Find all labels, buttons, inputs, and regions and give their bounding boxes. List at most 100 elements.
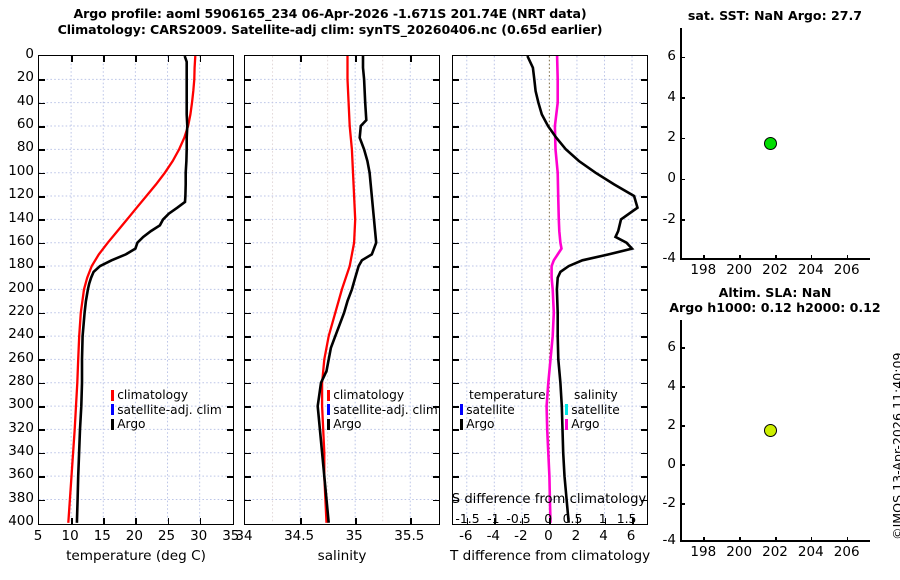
- salinity-argo-curve: [316, 56, 378, 523]
- y-tick: [453, 79, 459, 81]
- temperature-x-tick-label: 5: [33, 528, 43, 544]
- depth-tick-label: 400: [8, 512, 34, 529]
- temperature-axis-title: temperature (deg C): [66, 548, 206, 564]
- sst-map-x-label: 202: [762, 262, 788, 278]
- map-x-tick: [846, 255, 849, 260]
- temperature-x-tick-label: 25: [157, 528, 176, 544]
- y-tick-right: [433, 336, 439, 338]
- depth-tick-label: 180: [8, 256, 34, 273]
- y-tick: [245, 429, 251, 431]
- sla-map-panel: [680, 320, 870, 542]
- map-x-tick: [775, 537, 777, 542]
- legend-item: Argo: [111, 417, 222, 432]
- temperature-climatology-curve: [67, 55, 197, 523]
- y-tick: [453, 289, 459, 291]
- map-y-tick: [680, 137, 685, 140]
- depth-tick-label: 260: [8, 349, 34, 366]
- x-tick: [167, 518, 170, 524]
- y-tick: [245, 102, 251, 105]
- legend-label: satellite-adj. clim: [333, 402, 438, 417]
- sst-map-x-label: 198: [690, 262, 717, 278]
- legend-swatch-climatology: [327, 389, 331, 401]
- map-y-tick: [680, 540, 685, 542]
- x-tick: [135, 518, 137, 524]
- y-tick-right: [433, 196, 439, 198]
- sla-map-y-axis: [680, 320, 682, 542]
- sst-map-y-label: 0: [667, 170, 676, 187]
- y-tick: [453, 312, 459, 315]
- y-tick: [39, 289, 45, 291]
- map-x-tick: [775, 255, 777, 260]
- depth-tick-label: 140: [8, 209, 34, 226]
- s-diff-tick-label: 1: [598, 511, 607, 526]
- y-tick-right: [227, 312, 233, 315]
- y-tick: [245, 79, 251, 81]
- legend-label: Argo: [333, 417, 362, 432]
- y-tick: [453, 452, 459, 455]
- y-tick-right: [433, 499, 439, 502]
- sst-map-x-label: 204: [797, 262, 824, 278]
- temperature-x-tick-label: 15: [93, 528, 111, 544]
- legend-item: Argo: [460, 417, 546, 432]
- depth-tick-label: 340: [8, 442, 34, 459]
- legend-item: Argo: [565, 417, 620, 432]
- y-tick: [245, 336, 251, 338]
- sst-map-y-label: 2: [667, 129, 676, 146]
- sst-argo-position-marker[interactable]: [763, 136, 777, 150]
- y-tick: [453, 196, 459, 198]
- x-tick-top: [410, 56, 412, 62]
- y-tick-right: [641, 312, 647, 315]
- salinity-axis-title: salinity: [317, 548, 367, 564]
- y-tick: [453, 219, 459, 221]
- map-y-tick: [680, 97, 685, 99]
- sla-argo-position-marker[interactable]: [763, 423, 777, 437]
- x-tick-top: [199, 56, 202, 62]
- y-tick: [39, 219, 45, 221]
- y-tick-right: [641, 289, 647, 291]
- copyright-timestamp: ©IMOS 13-Apr-2026 11:40:09: [890, 352, 900, 540]
- depth-tick-label: 200: [8, 279, 34, 296]
- y-tick: [245, 359, 251, 361]
- y-tick: [245, 452, 251, 455]
- y-tick-right: [433, 429, 439, 431]
- y-tick: [245, 266, 251, 268]
- y-tick: [39, 359, 45, 361]
- temperature-x-tick-label: 10: [61, 528, 79, 544]
- y-tick: [245, 499, 251, 502]
- y-tick: [245, 242, 251, 245]
- y-tick-right: [433, 476, 439, 478]
- y-tick-right: [227, 126, 233, 128]
- s-diff-tick-label: 1.5: [616, 511, 637, 526]
- x-tick: [71, 518, 73, 524]
- salinity-x-tick-label: 35: [345, 528, 363, 544]
- map-y-tick: [680, 386, 685, 388]
- map-y-tick: [680, 56, 685, 59]
- y-tick-right: [641, 126, 647, 128]
- t-diff-tick-label: 4: [599, 528, 608, 544]
- y-tick: [39, 312, 45, 315]
- y-tick: [245, 219, 251, 221]
- y-tick: [245, 312, 251, 315]
- t-diff-tick-label: 6: [626, 528, 636, 544]
- legend-label: climatology: [333, 388, 405, 402]
- legend-swatch-climatology: [111, 389, 115, 401]
- y-tick: [453, 359, 459, 361]
- legend-swatch-argo: [111, 418, 115, 430]
- depth-tick-label: 320: [8, 419, 34, 436]
- x-tick-top: [135, 56, 137, 62]
- x-tick: [410, 518, 412, 524]
- depth-tick-label: 220: [8, 302, 34, 319]
- legend-swatch-satellite-adj-clim: [111, 404, 115, 416]
- y-tick-right: [641, 149, 647, 151]
- x-tick-top: [71, 56, 73, 62]
- s-diff-tick-label: -1.5: [455, 511, 480, 526]
- y-tick-right: [433, 289, 439, 291]
- legend-header-temperature: temperature: [469, 388, 546, 402]
- x-tick: [604, 518, 607, 524]
- temperature-x-tick-label: 30: [190, 528, 208, 544]
- y-tick-right: [641, 452, 647, 455]
- depth-tick-label: 20: [16, 69, 34, 86]
- y-tick: [39, 266, 45, 268]
- map-x-tick: [810, 537, 813, 542]
- salinity-plot-area: [245, 56, 438, 523]
